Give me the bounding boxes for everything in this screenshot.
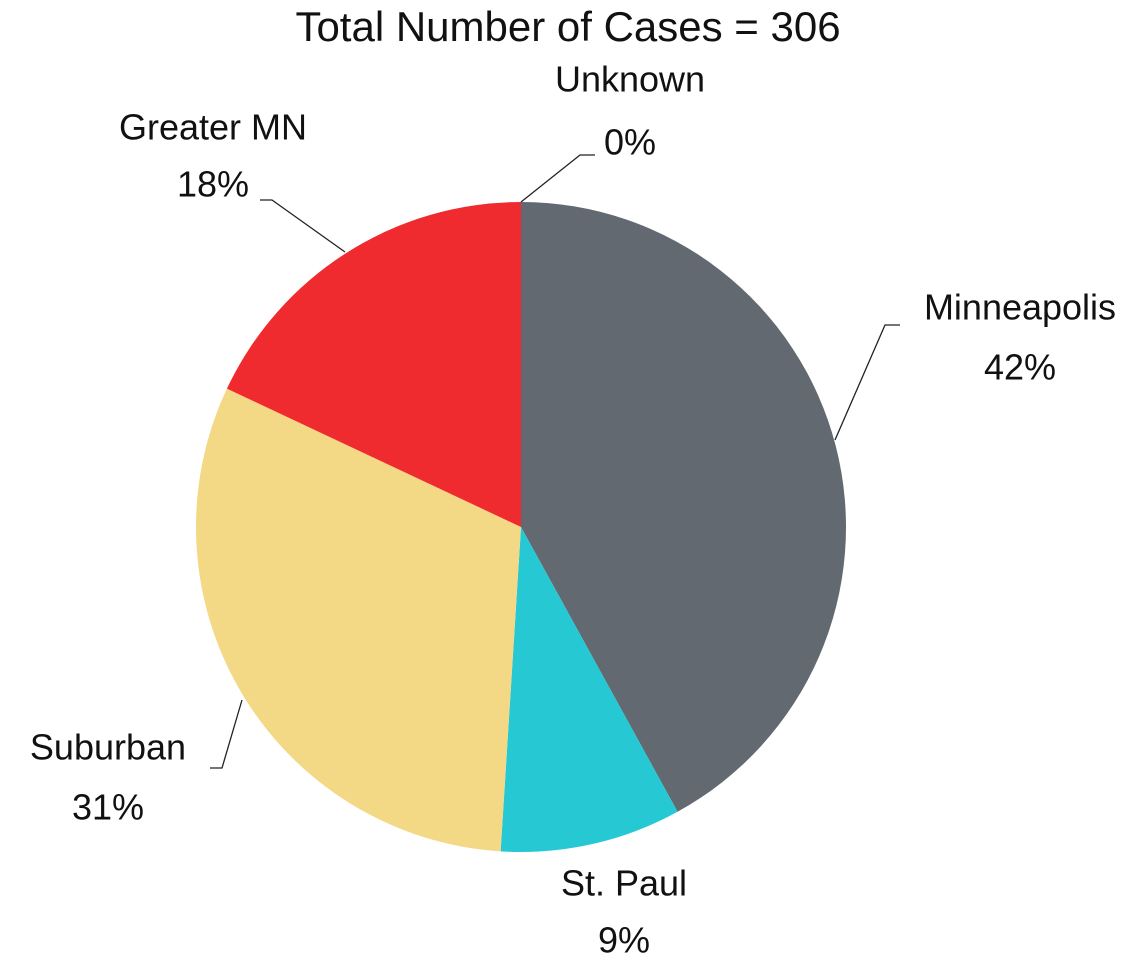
- slice-value-label: 0%: [604, 122, 656, 163]
- slice-label: St. Paul: [561, 863, 687, 904]
- leader-line: [520, 154, 595, 203]
- slice-value-label: 9%: [598, 920, 650, 961]
- chart-title: Total Number of Cases = 306: [295, 3, 840, 50]
- slice-label: Suburban: [30, 727, 186, 768]
- pie-slice: [226, 202, 521, 527]
- slice-value-label: 31%: [72, 787, 144, 828]
- leader-line: [260, 199, 346, 253]
- pie-slice: [500, 527, 678, 852]
- pie-slice: [521, 202, 846, 812]
- leader-line: [834, 324, 900, 441]
- leader-line: [210, 699, 243, 769]
- pie-slice: [195, 388, 521, 852]
- slice-value-label: 18%: [177, 164, 249, 205]
- slice-label: Unknown: [555, 59, 705, 100]
- slice-label: Minneapolis: [924, 287, 1116, 328]
- slice-label: Greater MN: [119, 107, 307, 148]
- slice-value-label: 42%: [984, 347, 1056, 388]
